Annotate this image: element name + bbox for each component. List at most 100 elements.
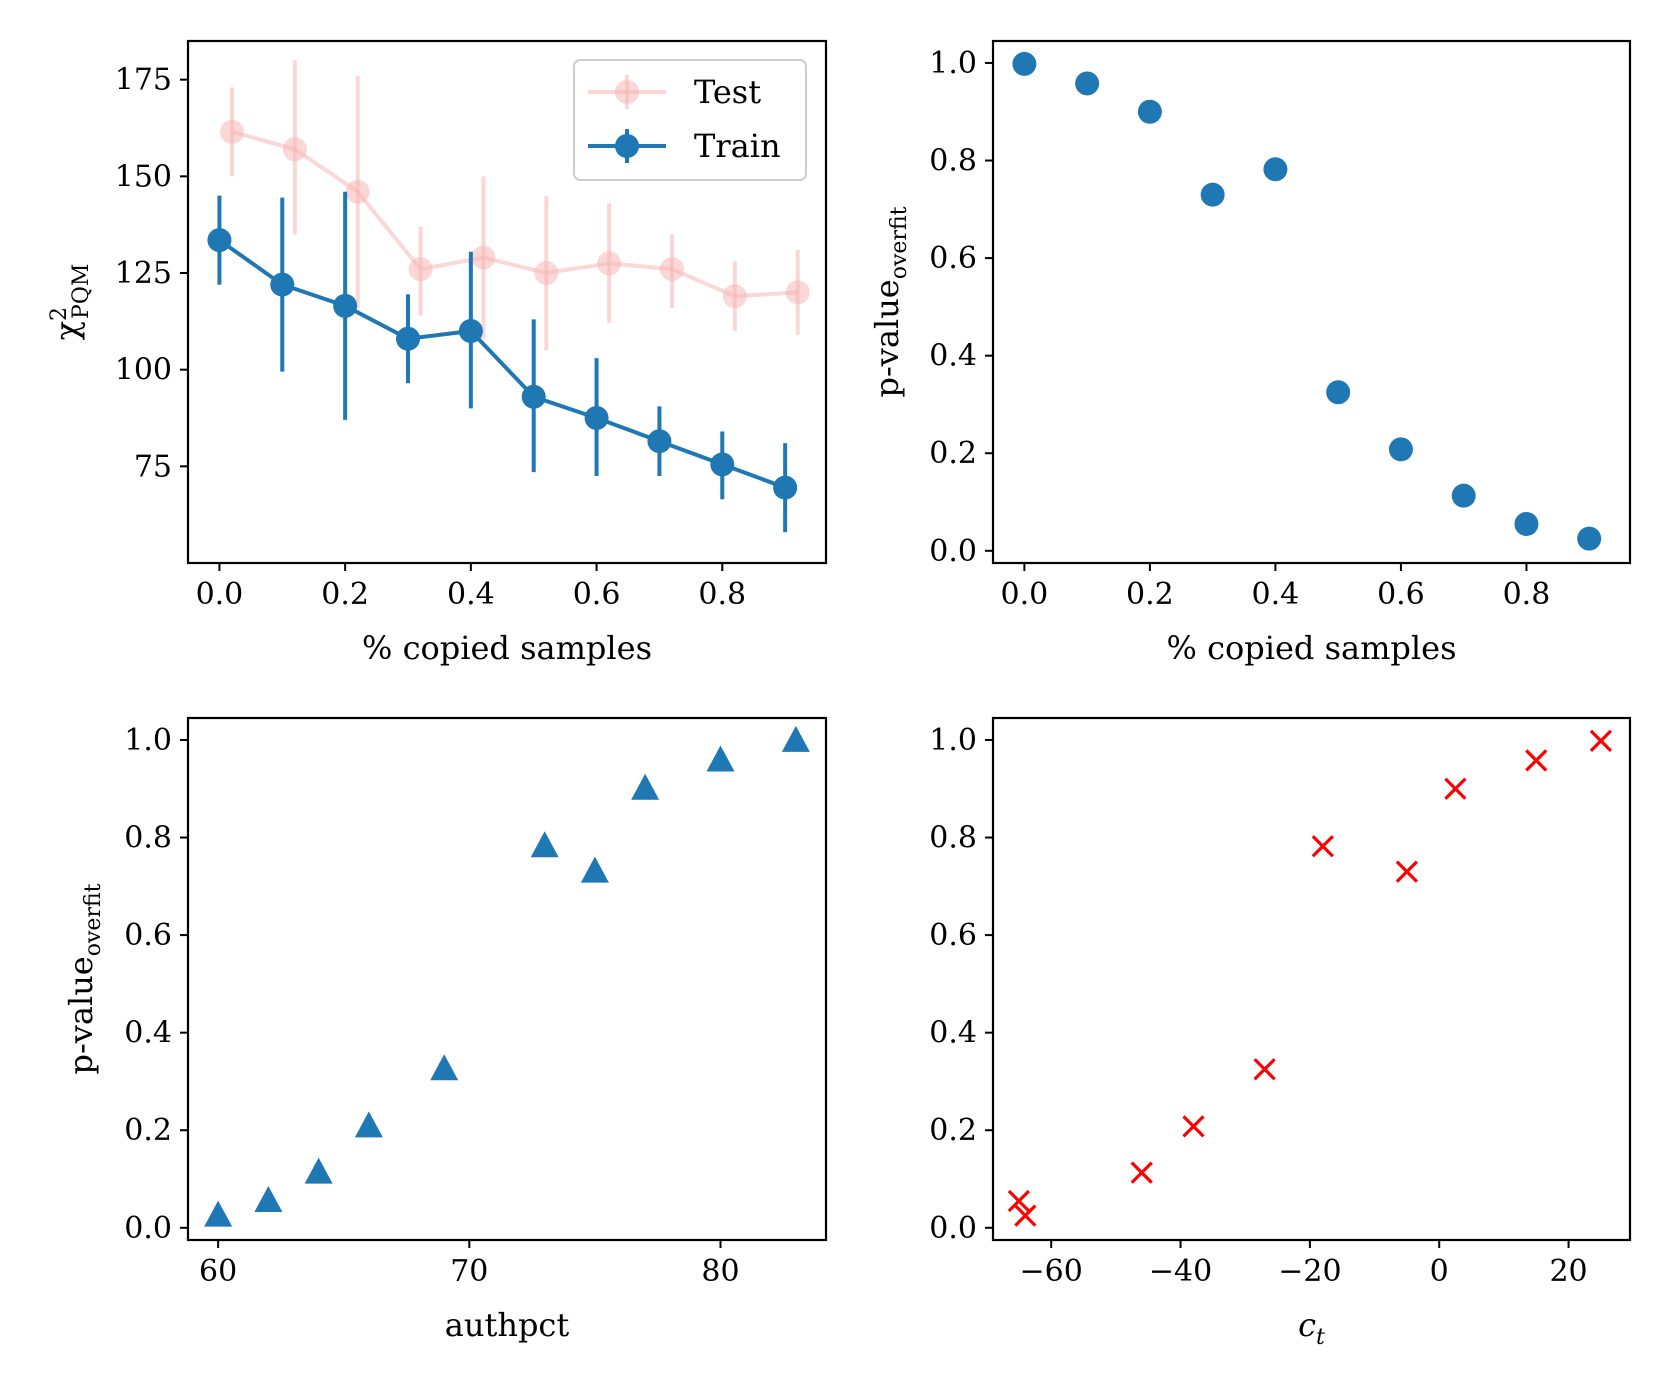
data-point — [304, 1157, 333, 1184]
data-point — [706, 745, 735, 772]
x-axis-label: ct — [1298, 1306, 1325, 1350]
y-tick-label: 0.6 — [929, 241, 977, 276]
data-point — [1182, 1115, 1205, 1138]
data-point — [1326, 380, 1351, 405]
data-point — [1451, 483, 1476, 508]
x-marker-stroke — [1014, 1204, 1037, 1227]
x-marker-stroke — [1253, 1058, 1276, 1081]
x-tick-label: 60 — [199, 1254, 237, 1289]
data-point — [458, 319, 483, 343]
x-tick-label: 0.8 — [1503, 577, 1551, 612]
data-point — [773, 475, 798, 500]
data-point — [1388, 437, 1413, 462]
x-axis-label: % copied samples — [1167, 629, 1457, 667]
data-point — [1444, 777, 1467, 800]
data-point — [722, 284, 747, 309]
data-point — [1137, 99, 1162, 124]
data-point — [333, 293, 358, 318]
axes-frame — [186, 39, 828, 565]
data-point — [396, 326, 420, 351]
data-point — [631, 773, 660, 800]
data-point — [408, 257, 433, 282]
scatter-points — [1007, 729, 1613, 1227]
series-line — [231, 129, 798, 299]
y-axis-label-sub: PQM — [69, 264, 94, 319]
y-axis-label-sup: 2 — [47, 307, 72, 321]
data-point — [1007, 1189, 1030, 1213]
data-point — [584, 406, 609, 430]
data-point — [597, 251, 622, 276]
data-point — [471, 245, 496, 270]
x-tick-label: −40 — [1149, 1254, 1212, 1289]
x-marker-stroke — [1007, 1189, 1030, 1213]
data-point — [204, 1200, 233, 1227]
y-tick-label: 0.2 — [929, 436, 977, 471]
data-point — [660, 257, 684, 282]
y-tick-label: 0.2 — [929, 1113, 977, 1148]
data-point — [430, 1054, 459, 1081]
legend-entry: Train — [588, 127, 781, 165]
x-tick-label: −20 — [1278, 1254, 1341, 1289]
y-tick-label: 1.0 — [929, 723, 977, 758]
axes-frame — [991, 39, 1632, 565]
y-tick-label: 100 — [115, 353, 172, 388]
legend-label: Test — [694, 73, 761, 111]
data-point — [1311, 835, 1334, 858]
data-point — [521, 384, 546, 409]
data-point — [1130, 1161, 1153, 1184]
data-point — [1577, 526, 1602, 551]
y-axis-label-sub: overfit — [887, 206, 912, 279]
x-marker-stroke — [1525, 749, 1548, 772]
y-tick-label: 1.0 — [929, 46, 977, 81]
data-point — [647, 429, 672, 454]
y-tick-label: 150 — [115, 159, 172, 194]
data-point — [1014, 1204, 1037, 1227]
axes-frame — [186, 716, 828, 1242]
scatter-points — [1012, 51, 1602, 551]
y-tick-label: 0.0 — [929, 1211, 977, 1246]
data-point — [254, 1185, 283, 1212]
y-tick-label: 0.8 — [124, 821, 172, 856]
y-tick-label: 0.6 — [124, 918, 172, 953]
x-marker-stroke — [1444, 777, 1467, 800]
x-marker-stroke — [1589, 729, 1613, 753]
data-point — [1589, 729, 1613, 753]
panel-bottom-right-pvalue-vs-ct: −60 −40 −20 0 20 0.0 0.2 0.4 0.6 0.8 1.0 ct — [929, 716, 1632, 1350]
series-line — [218, 238, 786, 490]
x-axis-label: authpct — [445, 1306, 570, 1344]
series-test — [220, 60, 810, 351]
y-tick-label: 125 — [115, 256, 172, 291]
x-axis-label-sub: t — [1316, 1325, 1325, 1350]
legend-marker — [615, 80, 639, 104]
x-tick-label: 0.4 — [1252, 577, 1300, 612]
data-point — [580, 856, 609, 883]
data-point — [1525, 749, 1548, 772]
data-point — [785, 280, 810, 305]
x-tick-label: 0.0 — [1001, 577, 1049, 612]
x-tick-label: 0.6 — [1377, 577, 1425, 612]
data-point — [1253, 1058, 1276, 1081]
legend-label: Train — [694, 127, 781, 165]
data-point — [270, 272, 295, 297]
y-tick-label: 0.2 — [124, 1113, 172, 1148]
y-tick-label: 0.0 — [124, 1211, 172, 1246]
legend: Test Train — [573, 59, 807, 181]
x-tick-label: 0.2 — [321, 577, 369, 612]
y-axis-label-main: p-value — [868, 279, 906, 397]
data-point — [530, 831, 559, 858]
x-tick-label: 20 — [1549, 1254, 1587, 1289]
y-tick-label: 75 — [134, 449, 172, 484]
data-point — [1263, 157, 1288, 182]
panel-top-left-chi2-vs-copied: 0.0 0.2 0.4 0.6 0.8 75 100 125 150 175 Test Train % … — [47, 39, 828, 667]
data-point — [1075, 71, 1100, 96]
y-tick-label: 0.0 — [929, 534, 977, 569]
y-tick-label: 175 — [115, 63, 172, 98]
data-point — [220, 119, 244, 144]
y-axis-label-main: χ — [48, 321, 86, 340]
x-tick-label: 0.6 — [573, 577, 621, 612]
y-tick-label: 0.6 — [929, 918, 977, 953]
data-point — [345, 179, 370, 204]
x-tick-label: 0.2 — [1126, 577, 1174, 612]
y-tick-label: 0.4 — [929, 1016, 977, 1051]
data-point — [710, 452, 735, 477]
